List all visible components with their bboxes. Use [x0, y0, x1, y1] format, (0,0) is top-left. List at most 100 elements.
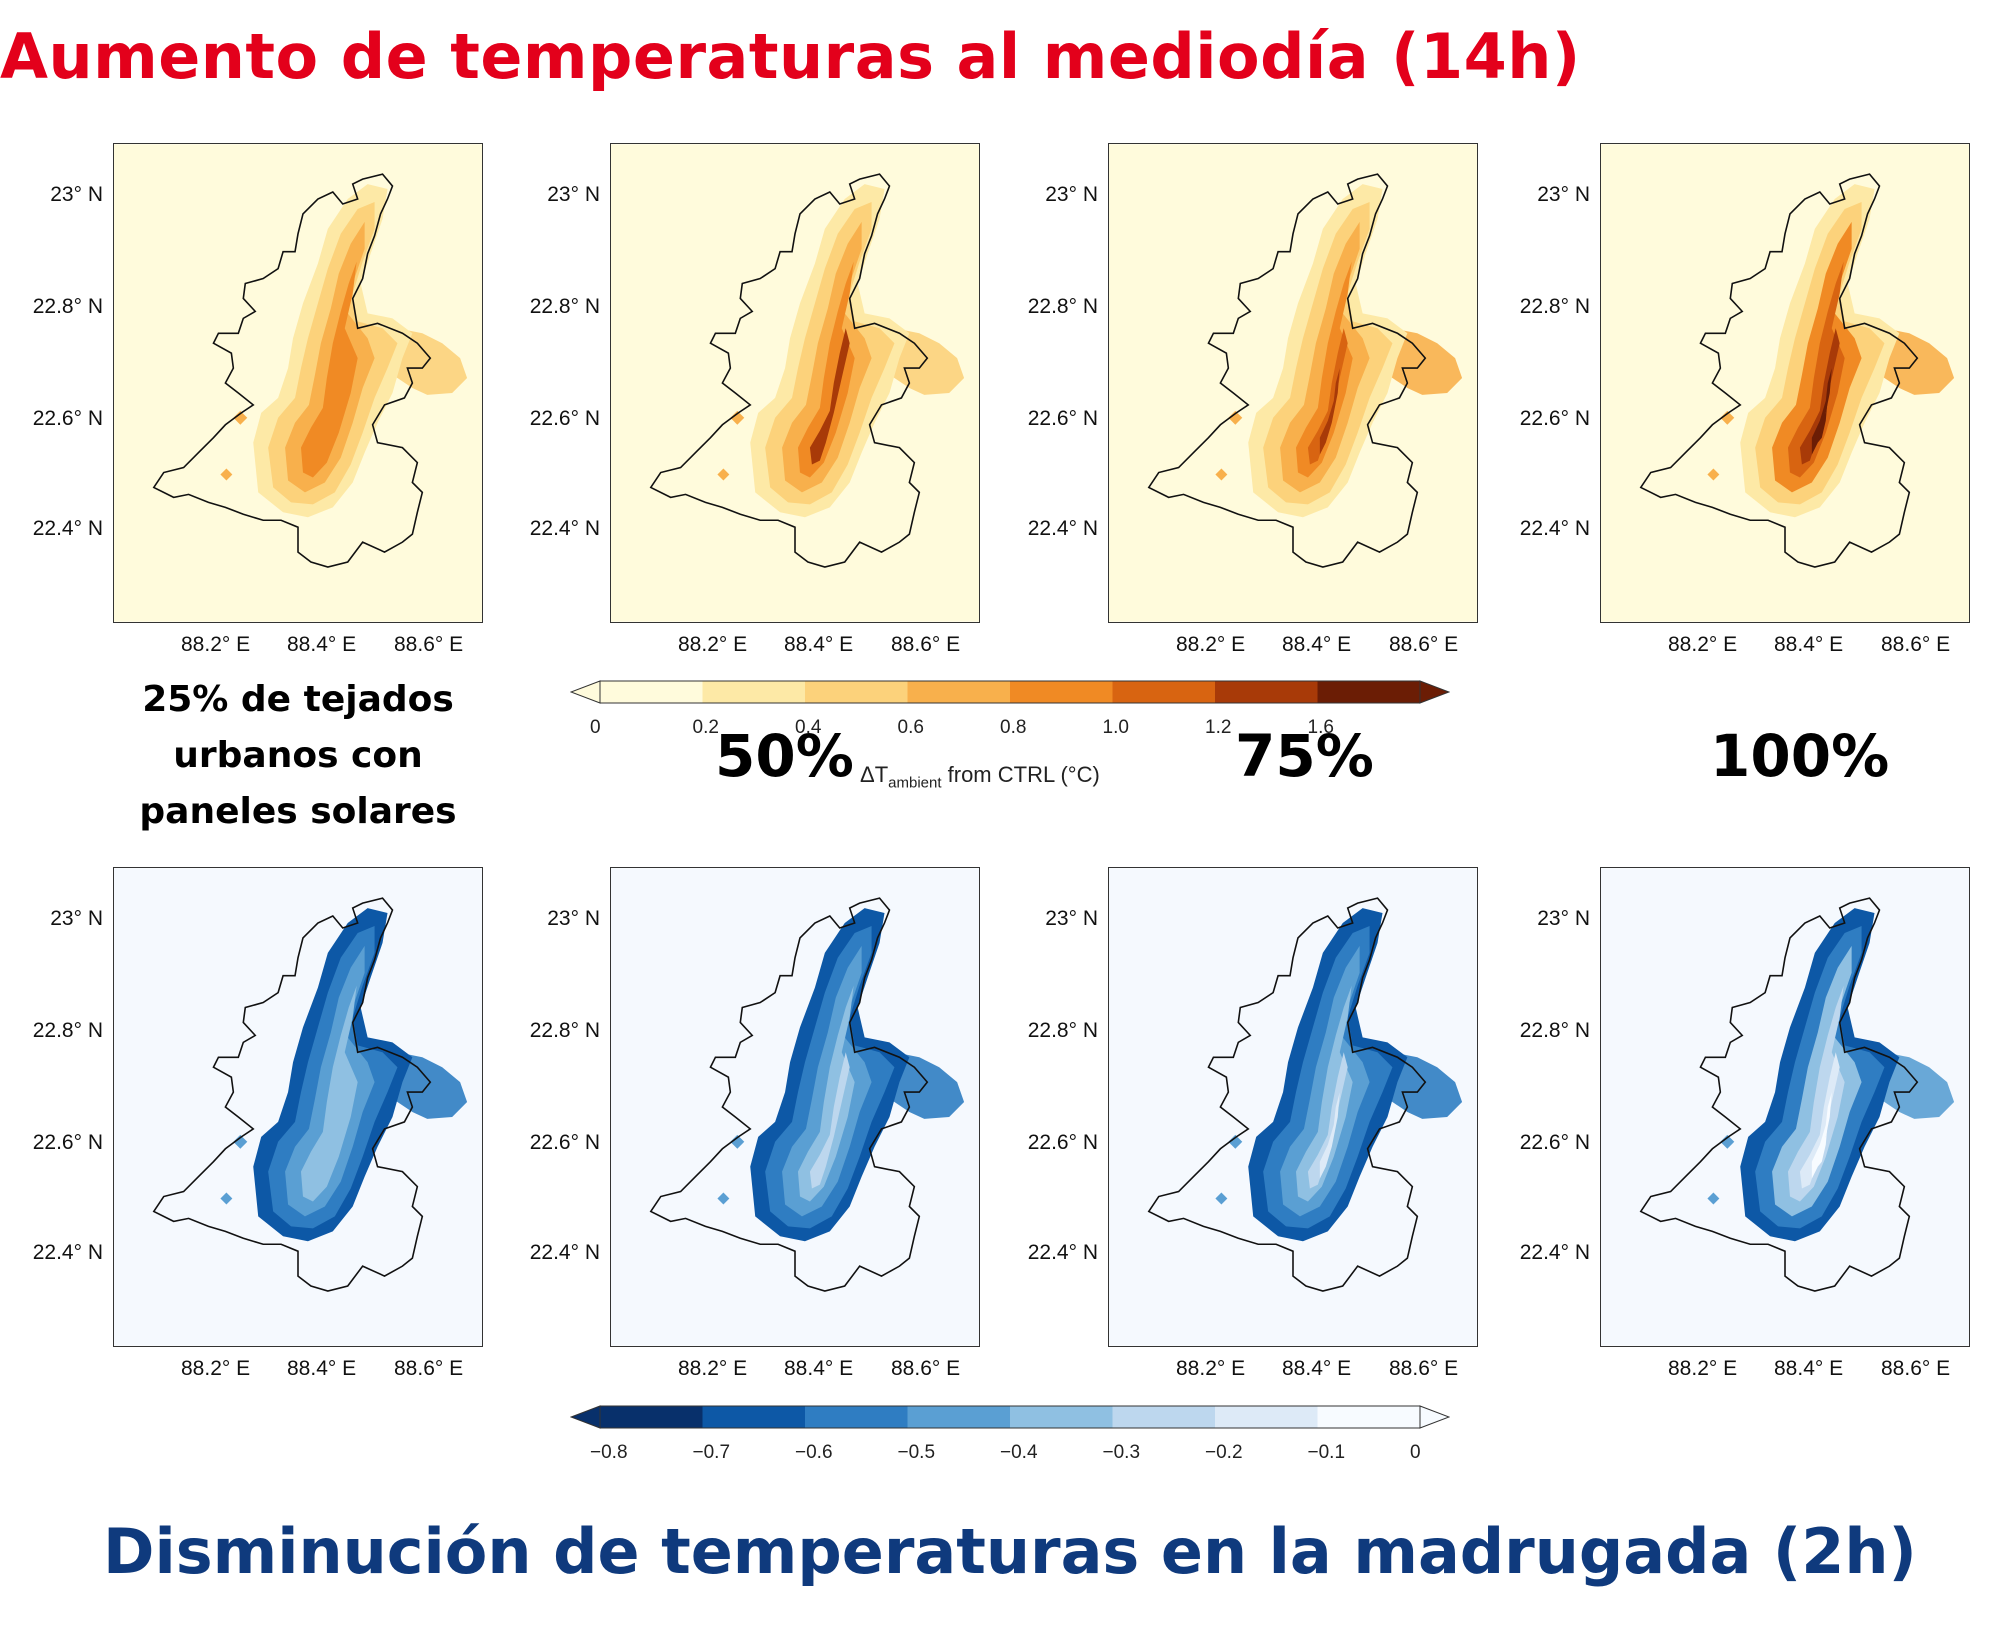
label-100-percent: 100%	[1710, 722, 1890, 790]
colorbar-arrow-left	[570, 1405, 601, 1429]
anomaly-contour-level-4	[300, 985, 358, 1202]
lon-tick-label: 88.4° E	[1774, 1357, 1844, 1380]
anomaly-contour-level-4	[797, 985, 855, 1202]
anomaly-contour-level-3	[1280, 945, 1370, 1217]
colorbar-warm-title-sub: ambient	[888, 774, 942, 792]
lat-tick-label: 22.8° N	[1519, 295, 1590, 318]
colorbar-tick-label: −0.2	[1205, 1442, 1243, 1463]
anomaly-contour-level-6	[1811, 368, 1832, 455]
region-boundary	[1639, 897, 1919, 1292]
anomaly-contour-level-5	[1307, 328, 1348, 465]
lon-tick-label: 88.4° E	[784, 633, 854, 656]
lon-tick-label: 88.4° E	[287, 1357, 357, 1380]
map-night-50pct	[610, 867, 980, 1347]
anomaly-spot	[1720, 410, 1735, 425]
colorbar-swatch-6	[1112, 681, 1216, 703]
lat-tick-label: 22.4° N	[32, 1241, 103, 1264]
lon-tick-label: 88.6° E	[394, 633, 464, 656]
colorbar-tick-label: 0.8	[1000, 717, 1027, 738]
lat-tick-label: 23° N	[50, 907, 103, 930]
lon-tick-label: 88.2° E	[181, 1357, 251, 1380]
lat-tick-label: 22.4° N	[1519, 517, 1590, 540]
lon-tick-label: 88.6° E	[891, 633, 961, 656]
lon-tick-label: 88.2° E	[181, 633, 251, 656]
colorbar-swatch-7	[1215, 1406, 1318, 1428]
colorbar-warm-title: ΔTambient from CTRL (°C)	[860, 762, 1100, 791]
region-boundary	[649, 897, 929, 1292]
colorbar-tick-label: −0.4	[1000, 1442, 1038, 1463]
colorbar-tick-label: −0.5	[897, 1442, 936, 1463]
lon-tick-label: 88.2° E	[678, 633, 748, 656]
caption-line-1: 25% de tejados	[142, 679, 454, 720]
lat-tick-label: 22.8° N	[529, 295, 600, 318]
lon-tick-label: 88.6° E	[1881, 1357, 1951, 1380]
colorbar-swatch-2	[702, 1406, 806, 1428]
lat-tick-label: 22.4° N	[1027, 517, 1098, 540]
map-field	[1600, 143, 1970, 623]
label-50-percent: 50%	[715, 722, 854, 790]
anomaly-spot	[1228, 410, 1243, 425]
map-field	[113, 867, 483, 1347]
lat-tick-label: 22.6° N	[1519, 407, 1590, 430]
title-midday-increase: Aumento de temperaturas al mediodía (14h…	[0, 20, 1581, 93]
colorbar-tick-label: 1.0	[1102, 717, 1129, 738]
map-night-100pct	[1600, 867, 1970, 1347]
colorbar-frame	[599, 680, 1421, 704]
lat-tick-label: 22.8° N	[1027, 295, 1098, 318]
map-midday-50pct	[610, 143, 980, 623]
lat-tick-label: 22.6° N	[1027, 407, 1098, 430]
lat-tick-label: 23° N	[1537, 183, 1590, 206]
anomaly-spot	[1228, 1134, 1243, 1149]
colorbar-swatch-6	[1112, 1406, 1216, 1428]
lat-tick-label: 22.4° N	[1027, 1241, 1098, 1264]
colorbar-warm	[570, 680, 1450, 704]
anomaly-contour-level-6	[1319, 368, 1340, 455]
anomaly-contour-level-5	[1307, 1052, 1348, 1189]
colorbar-tick-label: 1.6	[1307, 717, 1334, 738]
anomaly-contour-level-4	[300, 261, 358, 478]
region-boundary	[649, 173, 929, 568]
lon-tick-label: 88.6° E	[1389, 633, 1459, 656]
caption-line-3: paneles solares	[139, 791, 457, 832]
lon-tick-label: 88.6° E	[394, 1357, 464, 1380]
anomaly-contour-level-4	[797, 261, 855, 478]
lon-tick-label: 88.4° E	[1282, 1357, 1352, 1380]
map-midday-75pct	[1108, 143, 1478, 623]
anomaly-contour-level-4	[1295, 985, 1353, 1202]
colorbar-swatch-2	[702, 681, 806, 703]
map-midday-25pct	[113, 143, 483, 623]
lon-tick-label: 88.2° E	[1668, 633, 1738, 656]
lon-tick-label: 88.6° E	[1389, 1357, 1459, 1380]
map-field	[1108, 867, 1478, 1347]
lon-tick-label: 88.2° E	[1176, 1357, 1246, 1380]
anomaly-contour-level-4	[1787, 985, 1845, 1202]
colorbar-swatch-8	[1317, 681, 1421, 703]
colorbar-warm-title-suffix: from CTRL (°C)	[941, 762, 1100, 787]
lat-tick-label: 22.8° N	[1027, 1019, 1098, 1042]
lat-tick-label: 22.4° N	[529, 1241, 600, 1264]
lon-tick-label: 88.6° E	[1881, 633, 1951, 656]
map-field	[1600, 867, 1970, 1347]
lat-tick-label: 23° N	[1045, 907, 1098, 930]
lat-tick-label: 23° N	[1045, 183, 1098, 206]
lat-tick-label: 22.8° N	[529, 1019, 600, 1042]
colorbar-swatch-5	[1010, 681, 1113, 703]
lat-tick-label: 22.4° N	[1519, 1241, 1590, 1264]
colorbar-swatch-4	[907, 1406, 1011, 1428]
anomaly-contour-level-6	[1319, 1092, 1340, 1179]
lat-tick-label: 22.6° N	[529, 1131, 600, 1154]
lat-tick-label: 22.4° N	[32, 517, 103, 540]
anomaly-contour-level-3	[1280, 221, 1370, 493]
colorbar-swatch-7	[1215, 681, 1318, 703]
caption-line-2: urbanos con	[173, 735, 423, 776]
colorbar-tick-label: 0.4	[795, 717, 822, 738]
lat-tick-label: 22.8° N	[32, 1019, 103, 1042]
lon-tick-label: 88.2° E	[1668, 1357, 1738, 1380]
colorbar-tick-label: −0.8	[590, 1442, 628, 1463]
lat-tick-label: 22.8° N	[1519, 1019, 1590, 1042]
colorbar-tick-label: 0.2	[692, 717, 719, 738]
colorbar-swatch-8	[1317, 1406, 1421, 1428]
lat-tick-label: 23° N	[50, 183, 103, 206]
map-field	[113, 143, 483, 623]
anomaly-contour-level-3	[782, 221, 872, 493]
